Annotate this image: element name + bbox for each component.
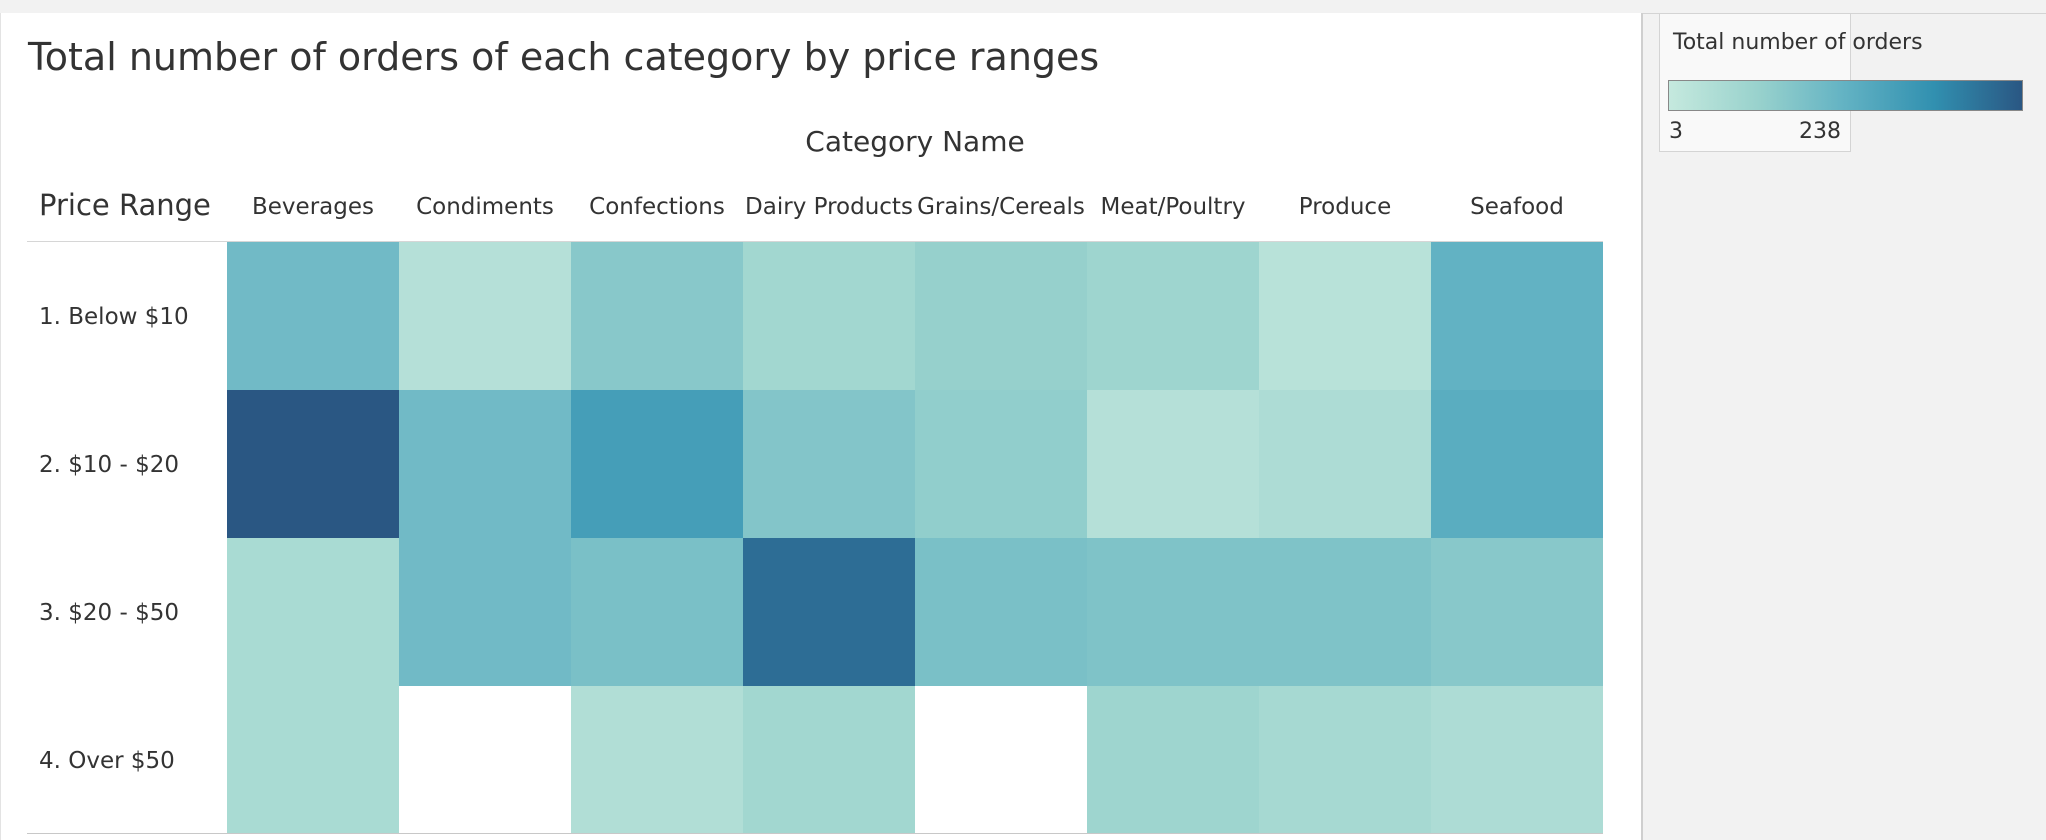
legend-color-ramp [1668,80,2023,111]
heatmap-cell[interactable] [571,390,743,538]
heatmap-cell[interactable] [1431,538,1603,686]
legend-max-label: 238 [1799,119,1841,144]
heatmap-cell[interactable] [743,538,915,686]
heatmap-cell[interactable] [227,686,399,834]
heatmap-cell[interactable] [1431,242,1603,390]
heatmap-cell[interactable] [1259,686,1431,834]
heatmap-cell[interactable] [1259,538,1431,686]
heatmap-cell[interactable] [915,242,1087,390]
column-label: Produce [1298,194,1392,220]
chart-title: Total number of orders of each category … [28,35,1100,79]
row-label: 4. Over $50 [39,748,175,774]
column-label: Dairy Products [745,194,913,220]
heatmap-cell[interactable] [743,686,915,834]
heatmap-chart-panel: Total number of orders of each category … [0,13,1643,840]
heatmap-cell[interactable] [1087,390,1259,538]
grid-bottom-line [27,833,1603,834]
heatmap-cell[interactable] [1087,538,1259,686]
row-label: 2. $10 - $20 [39,452,179,478]
dashboard-top-border [0,0,2046,14]
column-header-title: Category Name [805,125,1025,158]
color-legend: Total number of orders 3 238 [1659,13,2023,152]
heatmap-cell[interactable] [1087,686,1259,834]
column-label: Seafood [1470,194,1564,220]
heatmap-cell[interactable] [1087,242,1259,390]
heatmap-cell[interactable] [915,686,1087,834]
legend-min-label: 3 [1669,119,1683,144]
heatmap-cell[interactable] [399,242,571,390]
column-label: Condiments [416,194,554,220]
row-label: 1. Below $10 [39,304,189,330]
heatmap-cell[interactable] [915,390,1087,538]
heatmap-cell[interactable] [571,686,743,834]
heatmap-cell[interactable] [571,242,743,390]
heatmap-cell[interactable] [399,390,571,538]
column-label: Grains/Cereals [917,194,1085,220]
heatmap-cell[interactable] [227,390,399,538]
heatmap-cell[interactable] [743,390,915,538]
heatmap-cell[interactable] [571,538,743,686]
heatmap-cell[interactable] [399,686,571,834]
heatmap-cell[interactable] [1431,390,1603,538]
column-label: Confections [589,194,725,220]
heatmap-cell[interactable] [1259,390,1431,538]
heatmap-cell[interactable] [399,538,571,686]
grid-top-line [27,241,1603,242]
row-label: 3. $20 - $50 [39,600,179,626]
legend-title: Total number of orders [1673,30,1923,55]
heatmap-cell[interactable] [227,242,399,390]
heatmap-cell[interactable] [227,538,399,686]
heatmap-cell[interactable] [915,538,1087,686]
row-header-title: Price Range [39,188,211,222]
heatmap-cell[interactable] [1431,686,1603,834]
column-label: Meat/Poultry [1100,194,1246,220]
heatmap-cell[interactable] [743,242,915,390]
heatmap-cell[interactable] [1259,242,1431,390]
column-label: Beverages [252,194,374,220]
